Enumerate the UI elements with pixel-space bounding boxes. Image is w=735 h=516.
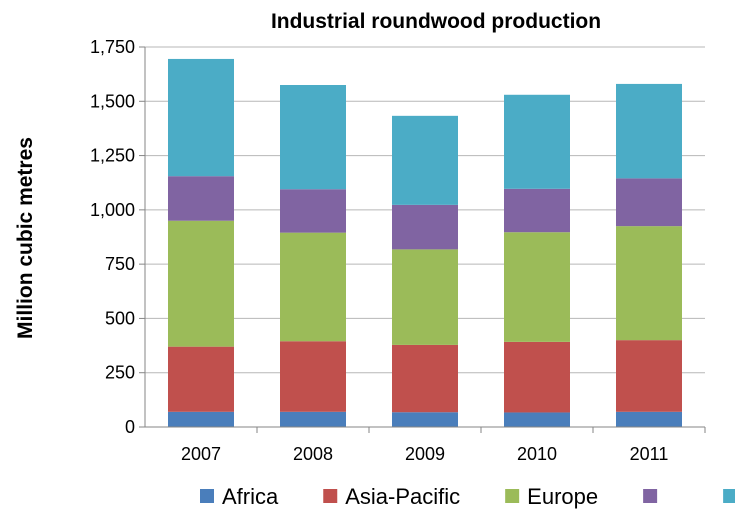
y-tick-label: 1,750: [90, 37, 135, 57]
bar-segment: [168, 176, 234, 221]
legend-label: Africa: [222, 484, 279, 509]
y-tick-label: 1,250: [90, 146, 135, 166]
bar-segment: [168, 220, 234, 347]
bar-segment: [504, 412, 570, 427]
bar-segment: [616, 340, 682, 412]
bar-segment: [392, 344, 458, 413]
y-tick-label: 500: [105, 308, 135, 328]
y-tick-label: 1,000: [90, 200, 135, 220]
bar-segment: [280, 341, 346, 412]
legend: Africa Asia-Pacific Europe: [200, 484, 735, 509]
bar-segment: [280, 232, 346, 342]
bar-segment: [280, 189, 346, 233]
y-tick-label: 1,500: [90, 91, 135, 111]
legend-swatch: [723, 489, 735, 503]
bar-segment: [168, 58, 234, 177]
legend-label: Europe: [527, 484, 598, 509]
y-axis-label: Million cubic metres: [14, 137, 37, 339]
bar-segment: [392, 115, 458, 205]
legend-label: Asia-Pacific: [345, 484, 460, 509]
chart-title: Industrial roundwood production: [271, 10, 601, 33]
bar-segment: [616, 411, 682, 427]
bar-segment: [616, 83, 682, 179]
bar-segment: [504, 94, 570, 189]
x-tick-label: 2011: [630, 444, 669, 464]
y-tick-label: 250: [105, 363, 135, 383]
x-tick-label: 2009: [405, 444, 445, 464]
x-tick-label: 2007: [181, 444, 221, 464]
bar-segment: [616, 226, 682, 341]
bar-segment: [392, 249, 458, 345]
y-tick-label: 750: [105, 254, 135, 274]
bars: [168, 58, 682, 427]
bar-segment: [504, 341, 570, 413]
legend-swatch: [323, 489, 338, 503]
y-tick-label: 0: [125, 417, 135, 437]
bar-segment: [168, 346, 234, 412]
x-tick-label: 2008: [293, 444, 333, 464]
bar-segment: [504, 188, 570, 233]
x-tick-labels: 2007 2008 2009 2010 2011: [181, 444, 668, 464]
bar-segment: [504, 232, 570, 342]
bar-segment: [168, 411, 234, 427]
axes: [139, 46, 706, 433]
bar-segment: [392, 412, 458, 427]
bar-segment: [616, 178, 682, 227]
y-tick-labels: 0 250 500 750 1,000 1,250 1,500 1,750: [90, 37, 135, 437]
legend-swatch: [200, 489, 214, 503]
bar-segment: [280, 85, 346, 190]
x-tick-label: 2010: [517, 444, 557, 464]
bar-segment: [280, 411, 346, 427]
bar-segment: [392, 204, 458, 250]
legend-swatch: [505, 489, 520, 503]
legend-swatch: [643, 489, 658, 503]
